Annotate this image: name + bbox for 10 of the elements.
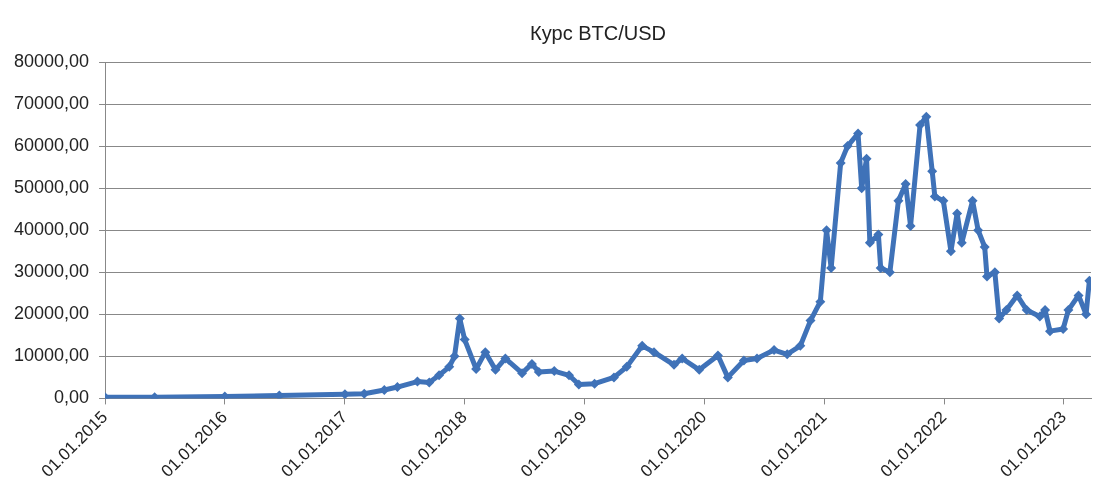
y-tick-label: 60000,00 <box>14 135 90 156</box>
y-tick-label: 40000,00 <box>14 219 90 240</box>
y-tick-label: 70000,00 <box>14 93 90 114</box>
y-tick-label: 20000,00 <box>14 303 90 324</box>
y-tick-label: 50000,00 <box>14 177 90 198</box>
y-tick-label: 10000,00 <box>14 345 90 366</box>
chart-title: Курс BTC/USD <box>530 21 666 44</box>
y-tick-label: 80000,00 <box>14 50 90 71</box>
y-tick-label: 30000,00 <box>14 261 90 282</box>
y-tick-label: 0,00 <box>54 387 90 408</box>
